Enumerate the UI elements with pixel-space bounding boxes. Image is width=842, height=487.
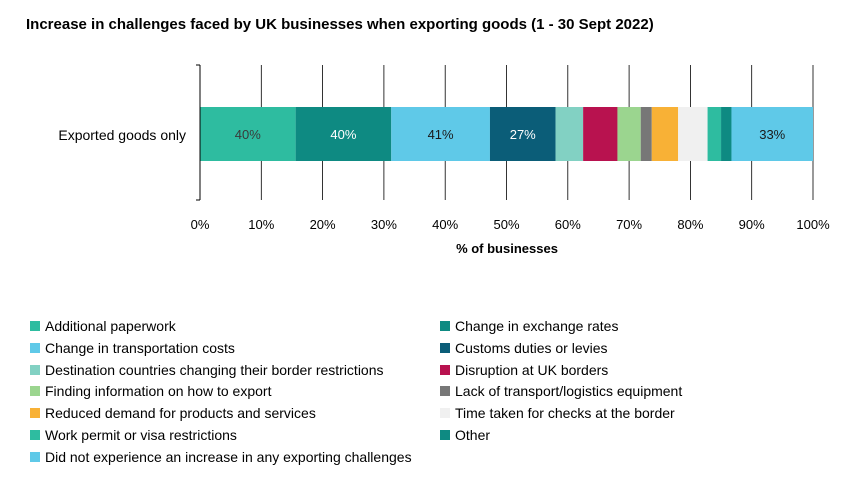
x-tick-label: 60% [555, 217, 581, 232]
legend-item: Finding information on how to export [30, 382, 271, 400]
legend-swatch [440, 408, 450, 419]
legend-label: Reduced demand for products and services [45, 405, 316, 422]
legend-label: Additional paperwork [45, 318, 176, 334]
legend-label: Work permit or visa restrictions [45, 427, 237, 443]
legend-swatch [30, 364, 40, 375]
legend-swatch [30, 430, 40, 440]
legend-label: Other [455, 427, 491, 443]
legend-swatch [440, 321, 450, 331]
legend-label: Disruption at UK borders [455, 361, 609, 378]
legend-item: Additional paperwork [30, 317, 176, 335]
x-tick-label: 20% [310, 217, 336, 232]
bar-data-label: 41% [428, 127, 454, 142]
bar-segment [707, 107, 722, 161]
legend-item: Lack of transport/logistics equipment [440, 382, 682, 400]
x-tick-label: 100% [796, 217, 830, 232]
x-tick-label: 40% [432, 217, 458, 232]
legend-item: Disruption at UK borders [440, 361, 608, 379]
legend-item: Other [440, 426, 490, 444]
bar-data-label: 33% [759, 127, 785, 142]
bar-segment [731, 107, 813, 161]
legend-swatch [440, 386, 450, 397]
bar-segment [200, 107, 296, 161]
legend-swatch [440, 430, 450, 440]
legend-label: Change in transportation costs [45, 339, 235, 356]
legend-item: Work permit or visa restrictions [30, 426, 237, 444]
legend-label: Lack of transport/logistics equipment [455, 383, 683, 400]
x-tick-label: 70% [616, 217, 642, 232]
bar-segment [640, 107, 652, 161]
bar-segment [555, 107, 584, 161]
legend-item: Destination countries changing their bor… [30, 361, 384, 379]
category-label: Exported goods only [58, 127, 186, 143]
legend-item: Reduced demand for products and services [30, 404, 316, 422]
x-tick-label: 10% [248, 217, 274, 232]
legend-label: Customs duties or levies [455, 339, 608, 356]
legend-swatch [440, 342, 450, 353]
legend-swatch [30, 342, 40, 353]
bar-segment [617, 107, 641, 161]
x-tick-label: 90% [739, 217, 765, 232]
legend-swatch [30, 321, 40, 331]
legend-label: Did not experience an increase in any ex… [45, 448, 412, 465]
x-tick-label: 50% [493, 217, 519, 232]
legend-swatch [30, 451, 40, 462]
bar-data-label: 40% [235, 127, 261, 142]
legend-swatch [30, 386, 40, 397]
bar-segment [651, 107, 679, 161]
bar-segment [721, 107, 732, 161]
legend-swatch [30, 408, 40, 419]
bar-segment [295, 107, 392, 161]
bar-segment [391, 107, 490, 161]
bar-segment [489, 107, 556, 161]
legend-item: Customs duties or levies [440, 339, 608, 357]
x-tick-label: 80% [677, 217, 703, 232]
legend-item: Time taken for checks at the border [440, 404, 675, 422]
legend-label: Time taken for checks at the border [455, 405, 675, 422]
legend-label: Change in exchange rates [455, 318, 619, 334]
legend-item: Change in exchange rates [440, 317, 618, 335]
legend-label: Destination countries changing their bor… [45, 361, 384, 378]
bar-data-label: 27% [510, 127, 536, 142]
legend-item: Change in transportation costs [30, 339, 235, 357]
bar-segment [678, 107, 708, 161]
legend-swatch [440, 364, 450, 375]
bar-data-label: 40% [330, 127, 356, 142]
chart-title: Increase in challenges faced by UK busin… [26, 16, 654, 33]
stacked-bar-chart: 40% 40% 41% 27% 33% 0% 10% 20% 30% 40% 50% 60% 70% 8… [58, 64, 830, 256]
x-axis-label: % of businesses [456, 241, 558, 256]
x-tick-label: 0% [191, 217, 210, 232]
x-tick-label: 30% [371, 217, 397, 232]
legend-item: Did not experience an increase in any ex… [30, 448, 412, 466]
legend-label: Finding information on how to export [45, 383, 272, 400]
bar-segment [583, 107, 618, 161]
